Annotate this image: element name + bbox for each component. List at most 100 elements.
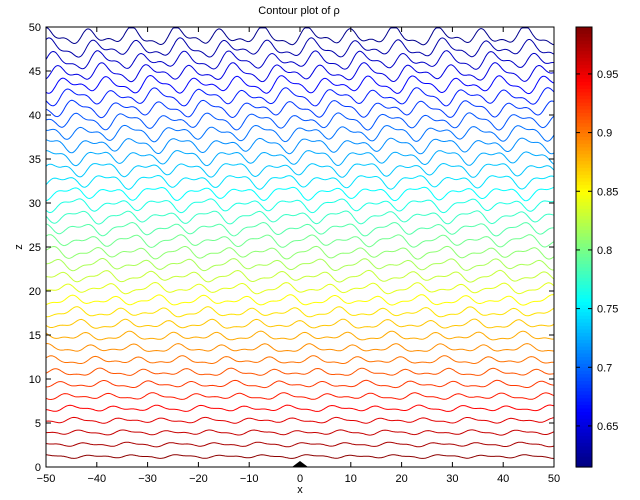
contour-lines <box>45 27 555 459</box>
y-tick-label: 15 <box>29 330 41 342</box>
contour-line <box>45 37 555 58</box>
colorbar-tick-label: 0.65 <box>597 421 618 433</box>
colorbar-band <box>576 178 592 183</box>
colorbar-band <box>576 243 592 248</box>
contour-line <box>45 99 555 119</box>
colorbar-band <box>576 195 592 200</box>
colorbar-band <box>576 460 592 465</box>
colorbar-band <box>576 33 592 38</box>
x-tick-label: 50 <box>548 473 560 485</box>
contour-line <box>45 124 555 143</box>
colorbar-band <box>576 181 592 186</box>
colorbar-band <box>576 143 592 148</box>
x-tick-label: 10 <box>345 473 357 485</box>
contour-line <box>45 404 555 412</box>
colorbar-band <box>576 61 592 66</box>
colorbar-tick-label: 0.9 <box>597 128 612 140</box>
colorbar-band <box>576 346 592 351</box>
colorbar-band <box>576 157 592 162</box>
y-tick-label: 30 <box>29 198 41 210</box>
contour-line <box>45 87 555 107</box>
colorbar-band <box>576 277 592 282</box>
colorbar-band <box>576 456 592 461</box>
colorbar-band <box>576 291 592 296</box>
colorbar-band <box>576 185 592 190</box>
colorbar-band <box>576 336 592 341</box>
colorbar-band <box>576 202 592 207</box>
colorbar-band <box>576 209 592 214</box>
colorbar-band <box>576 116 592 121</box>
x-axis-label: x <box>297 484 303 496</box>
colorbar-band <box>576 387 592 392</box>
x-tick-label: 40 <box>497 473 509 485</box>
contour-line <box>45 210 555 225</box>
x-tick-label: −30 <box>138 473 157 485</box>
colorbar-band <box>576 315 592 320</box>
colorbar-band <box>576 394 592 399</box>
colorbar-band <box>576 112 592 117</box>
colorbar-band <box>576 236 592 241</box>
colorbar-band <box>576 339 592 344</box>
colorbar-band <box>576 326 592 331</box>
colorbar-band <box>576 367 592 372</box>
colorbar-band <box>576 99 592 104</box>
colorbar-band <box>576 167 592 172</box>
contour-line <box>46 379 555 389</box>
colorbar-band <box>576 305 592 310</box>
colorbar-band <box>576 391 592 396</box>
y-tick-label: 40 <box>29 110 41 122</box>
y-axis-ticks: 0 5 10 15 20 25 30 35 40 45 50 <box>29 22 554 474</box>
colorbar-band <box>576 222 592 227</box>
colorbar-band <box>576 68 592 73</box>
contour-line <box>45 392 555 401</box>
colorbar-band <box>576 240 592 245</box>
colorbar-band <box>576 171 592 176</box>
colorbar-band <box>576 71 592 76</box>
contour-line <box>45 186 555 202</box>
colorbar-band <box>576 64 592 69</box>
colorbar-band <box>576 75 592 80</box>
contour-line <box>45 355 554 365</box>
x-tick-label: −40 <box>87 473 106 485</box>
contour-line <box>45 367 555 376</box>
contour-line <box>45 137 555 155</box>
y-tick-label: 25 <box>29 242 41 254</box>
y-tick-label: 10 <box>29 374 41 386</box>
colorbar-band <box>576 188 592 193</box>
colorbar-band <box>576 302 592 307</box>
colorbar-band <box>576 429 592 434</box>
colorbar-band <box>576 418 592 423</box>
colorbar-band <box>576 257 592 262</box>
colorbar-band <box>576 288 592 293</box>
colorbar-band <box>576 109 592 114</box>
colorbar-band <box>576 216 592 221</box>
colorbar-band <box>576 44 592 49</box>
colorbar-band <box>576 463 592 468</box>
colorbar-band <box>576 174 592 179</box>
colorbar-band <box>576 422 592 427</box>
colorbar-band <box>576 140 592 145</box>
colorbar-tick-label: 0.85 <box>597 186 618 198</box>
y-tick-label: 45 <box>29 66 41 78</box>
colorbar-band <box>576 363 592 368</box>
contour-line <box>45 198 555 214</box>
colorbar-band <box>576 453 592 458</box>
colorbar-band <box>576 384 592 389</box>
colorbar-band <box>576 130 592 135</box>
colorbar-band <box>576 319 592 324</box>
y-axis-label: z <box>13 244 25 250</box>
colorbar-band <box>576 377 592 382</box>
colorbar-band <box>576 123 592 128</box>
colorbar-band <box>576 95 592 100</box>
colorbar-band <box>576 137 592 142</box>
colorbar-band <box>576 398 592 403</box>
colorbar-band <box>576 332 592 337</box>
colorbar-band <box>576 82 592 87</box>
colorbar-band <box>576 150 592 155</box>
colorbar-band <box>576 154 592 159</box>
colorbar-band <box>576 27 592 32</box>
colorbar-band <box>576 436 592 441</box>
colorbar-band <box>576 85 592 90</box>
x-tick-label: −20 <box>189 473 208 485</box>
colorbar-band <box>576 40 592 45</box>
